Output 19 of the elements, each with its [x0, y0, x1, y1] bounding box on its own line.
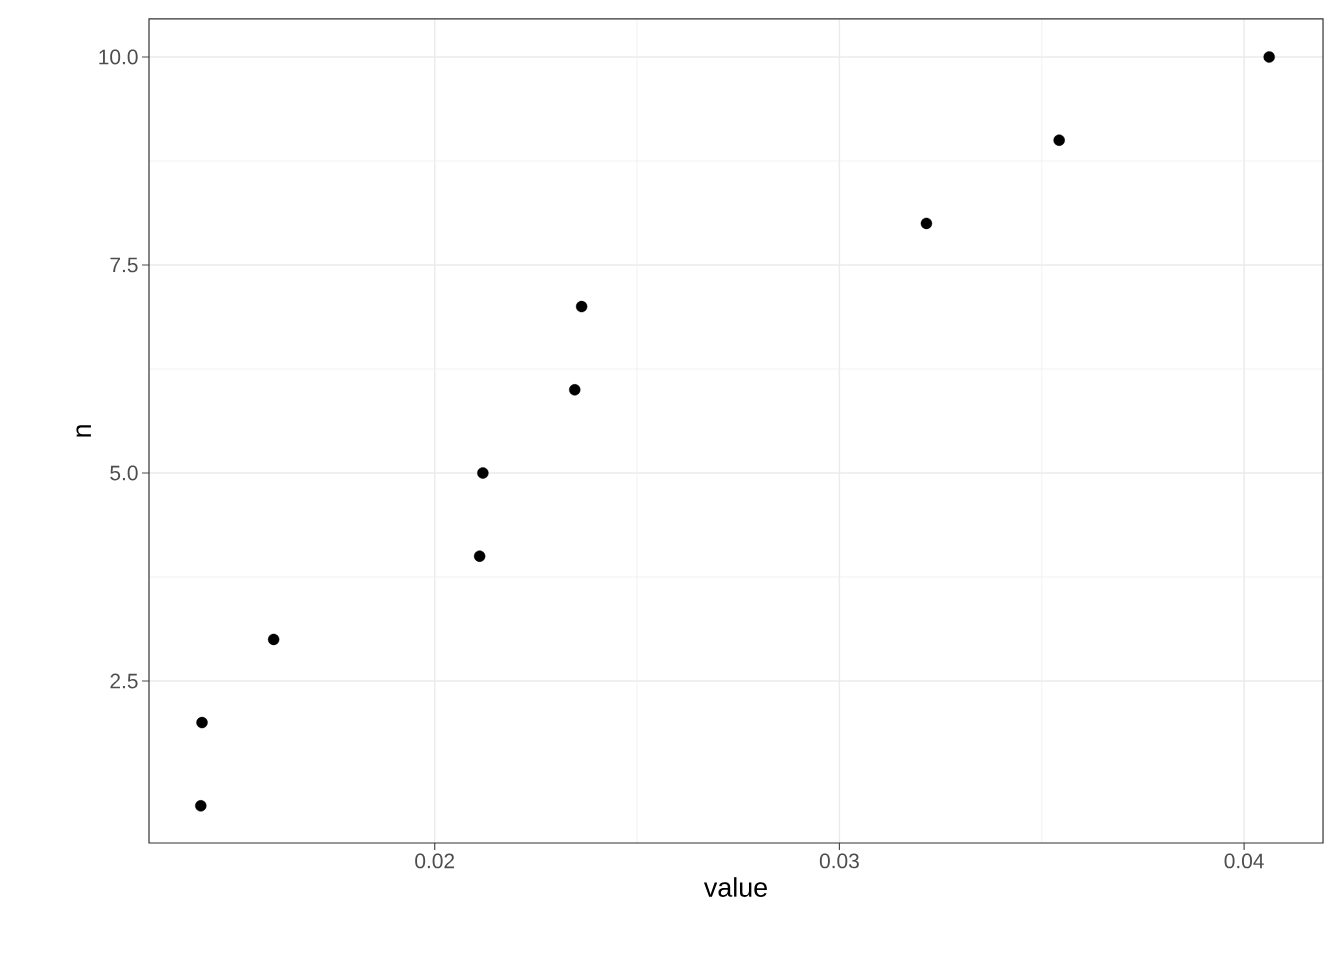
point [920, 217, 933, 230]
point [477, 467, 489, 479]
y-tick-label: 7.5 [110, 257, 138, 273]
point [575, 300, 588, 313]
y-axis-title: n [76, 425, 91, 437]
point [195, 800, 207, 812]
point [1053, 134, 1065, 146]
point [569, 384, 581, 396]
point [473, 550, 486, 562]
point [196, 716, 208, 729]
y-tick-label: 2.5 [110, 673, 138, 689]
x-tick-label: 0.03 [819, 853, 859, 869]
y-tick-label: 5.0 [110, 465, 138, 481]
x-tick-label: 0.04 [1224, 853, 1264, 869]
y-tick-label: 10.0 [99, 49, 138, 65]
x-axis-title: value [703, 877, 767, 897]
point [1263, 51, 1275, 63]
point [267, 633, 280, 646]
x-tick-label: 0.02 [415, 853, 455, 869]
